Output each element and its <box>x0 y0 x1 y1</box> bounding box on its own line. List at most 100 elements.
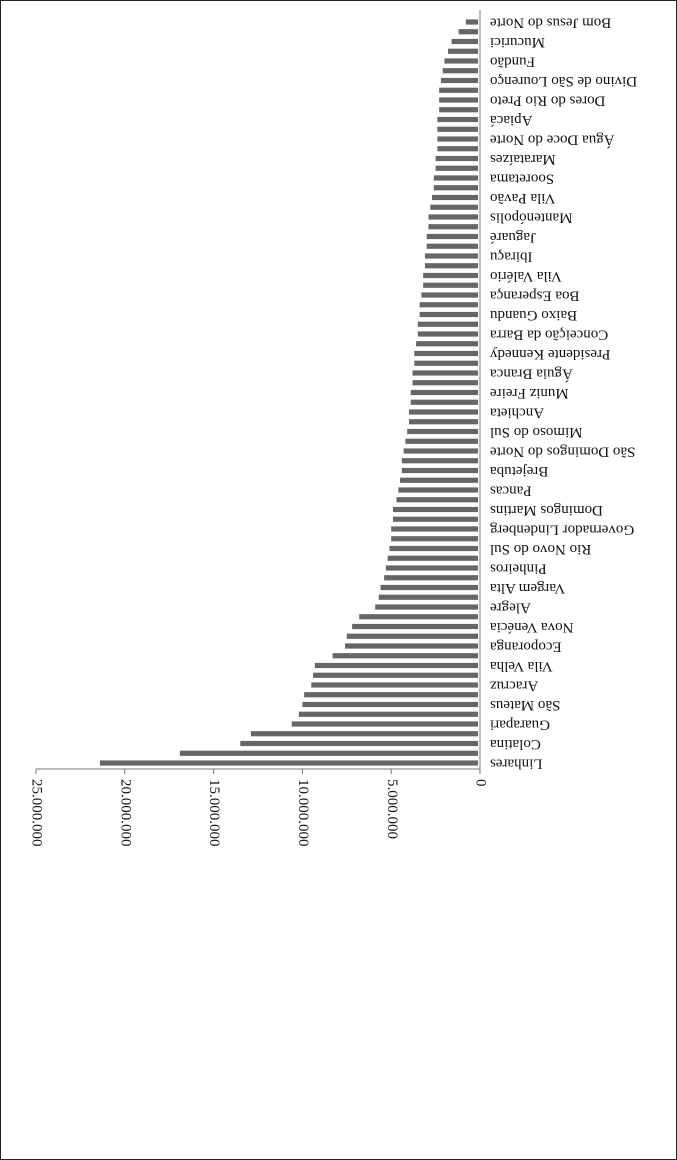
y-tick-label: Aracruz <box>490 678 539 694</box>
y-tick-label: Vila Velha <box>490 658 553 674</box>
bar <box>437 126 478 132</box>
bar <box>414 360 478 366</box>
bar <box>407 428 478 435</box>
bar <box>442 68 478 74</box>
bar <box>380 584 478 591</box>
bar <box>359 614 478 620</box>
y-tick-label: Domingos Martins <box>490 502 603 518</box>
bar <box>99 760 478 766</box>
bar <box>439 87 478 93</box>
bar <box>250 731 478 737</box>
bar <box>437 146 478 152</box>
bar <box>435 155 478 162</box>
bar <box>439 97 478 103</box>
bar <box>392 506 478 513</box>
bar <box>444 58 478 64</box>
bar <box>416 341 478 347</box>
bar <box>298 711 478 717</box>
bar <box>414 350 478 357</box>
y-tick-label: Rio Novo do Sul <box>490 541 591 557</box>
bar <box>314 662 478 669</box>
bar <box>291 721 478 727</box>
bar <box>424 253 478 259</box>
bar <box>419 302 478 308</box>
bar <box>417 321 478 327</box>
bar <box>439 107 478 113</box>
bar <box>385 565 478 571</box>
bar <box>435 165 478 171</box>
bar <box>437 136 478 142</box>
y-tick-label: Linhares <box>490 756 543 772</box>
bar <box>417 331 478 337</box>
bar <box>410 389 478 396</box>
bar <box>302 701 478 708</box>
y-tick-label: Pinheiros <box>490 561 547 577</box>
bar <box>378 594 478 600</box>
bar <box>433 175 478 181</box>
x-tick-label: 15.000.000 <box>206 779 222 847</box>
bar <box>437 116 478 123</box>
bar <box>410 399 478 405</box>
y-tick-label: Mucurici <box>490 34 545 50</box>
bar <box>408 409 478 415</box>
bar <box>428 214 478 220</box>
y-tick-label: Boa Esperança <box>490 288 580 304</box>
y-tick-label: São Mateus <box>490 697 561 713</box>
y-tick-label: Anchieta <box>490 405 544 421</box>
y-tick-label: Colatina <box>490 736 541 752</box>
bar <box>384 575 478 581</box>
bar <box>332 653 478 659</box>
bar <box>419 311 478 318</box>
x-tick-label: 20.000.000 <box>117 779 133 847</box>
bar <box>352 623 478 630</box>
bar <box>391 536 478 542</box>
bar <box>392 516 478 522</box>
bar <box>401 458 478 464</box>
x-tick-label: 0 <box>473 779 489 787</box>
bar <box>311 682 478 688</box>
bar <box>458 29 478 35</box>
bar <box>423 282 478 288</box>
y-tick-label: Ibiraçu <box>490 249 533 265</box>
y-tick-label: Águia Branca <box>490 366 573 383</box>
bar <box>391 526 478 532</box>
bar <box>426 233 478 240</box>
bar <box>433 185 478 191</box>
bar <box>346 633 478 639</box>
bar <box>313 672 478 678</box>
y-tick-label: São Domingos do Norte <box>490 444 636 460</box>
bar <box>448 48 478 54</box>
y-tick-label: Marataízes <box>490 151 556 167</box>
bar <box>430 204 478 210</box>
bar <box>424 263 478 269</box>
y-tick-label: Bom Jesus do Norte <box>490 15 612 31</box>
bar <box>400 477 478 483</box>
x-tick-label: 5.000.000 <box>384 779 400 839</box>
y-tick-label: Apiacá <box>490 112 533 128</box>
bar <box>396 497 478 503</box>
bar <box>304 692 478 698</box>
bar <box>398 487 478 493</box>
y-tick-label: Dores do Rio Preto <box>490 93 605 109</box>
bar <box>408 419 478 425</box>
y-tick-label: Vila Pavão <box>490 190 555 206</box>
bar <box>428 224 478 230</box>
bar <box>240 740 478 747</box>
bar <box>412 370 478 376</box>
bar <box>375 604 478 610</box>
y-tick-label: Nova Venécia <box>490 619 574 635</box>
y-tick-label: Muniz Freire <box>490 385 569 401</box>
y-tick-label: Água Doce do Norte <box>490 132 615 149</box>
bar <box>389 545 478 552</box>
bar <box>421 292 478 298</box>
y-tick-label: Baixo Guandu <box>490 307 578 323</box>
y-tick-label: Presidente Kennedy <box>490 346 611 362</box>
bar <box>179 750 478 756</box>
y-tick-label: Pancas <box>490 483 532 499</box>
y-tick-label: Brejetuba <box>490 463 549 479</box>
bar <box>465 19 478 25</box>
y-tick-label: Ecoporanga <box>490 639 562 655</box>
bar <box>423 272 478 279</box>
